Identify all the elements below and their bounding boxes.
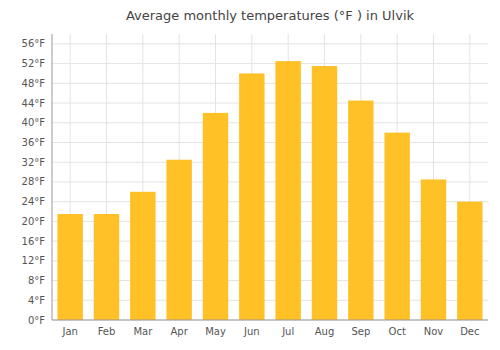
y-tick-label: 16°F [22,236,46,247]
grid-line [52,122,488,123]
y-axis-line [52,34,53,320]
x-tick-label: May [205,326,226,337]
x-tick-label: Dec [460,326,479,337]
grid-line [52,320,488,321]
y-tick-label: 0°F [28,315,45,326]
bar [239,73,264,320]
x-tick-label: Nov [424,326,444,337]
x-tick-label: Mar [133,326,153,337]
bar [421,179,446,320]
y-tick-label: 32°F [22,157,46,168]
y-tick-label: 40°F [22,117,46,128]
y-tick-label: 52°F [22,58,46,69]
grid-line [52,63,488,64]
bars [57,61,482,320]
x-tick-label: Jul [281,326,294,337]
bar [203,113,228,320]
x-axis-line [52,320,488,321]
y-tick-label: 48°F [22,78,46,89]
y-tick-label: 4°F [28,295,45,306]
y-tick-label: 8°F [28,275,45,286]
bar [384,133,409,320]
grid [52,34,488,320]
x-tick-label: Apr [171,326,189,337]
bar [348,101,373,320]
x-tick-label: Feb [98,326,116,337]
y-tick-label: 44°F [22,98,46,109]
bar [94,214,119,320]
grid-line [52,43,488,44]
grid-line [52,162,488,163]
grid-line [52,83,488,84]
x-tick-label: Oct [389,326,406,337]
grid-line [52,103,488,104]
x-tick-label: Sep [351,326,370,337]
x-tick-label: Jun [243,326,260,337]
x-tick-label: Jan [61,326,77,337]
y-tick-label: 28°F [22,176,46,187]
bar [457,202,482,320]
title: Average monthly temperatures (°F ) in Ul… [126,8,415,23]
y-tick-label: 56°F [22,38,46,49]
x-tick-label: Aug [315,326,335,337]
bar [57,214,82,320]
bar [312,66,337,320]
y-tick-label: 20°F [22,216,46,227]
bar [166,160,191,320]
bar [275,61,300,320]
y-tick-label: 12°F [22,255,46,266]
grid-line [52,142,488,143]
chart: 0°F 4°F 8°F 12°F 16°F 20°F 24°F 28°F 32°F 36°F 40°… [0,0,500,350]
y-tick-label: 24°F [22,196,46,207]
y-tick-label: 36°F [22,137,46,148]
bar [130,192,155,320]
